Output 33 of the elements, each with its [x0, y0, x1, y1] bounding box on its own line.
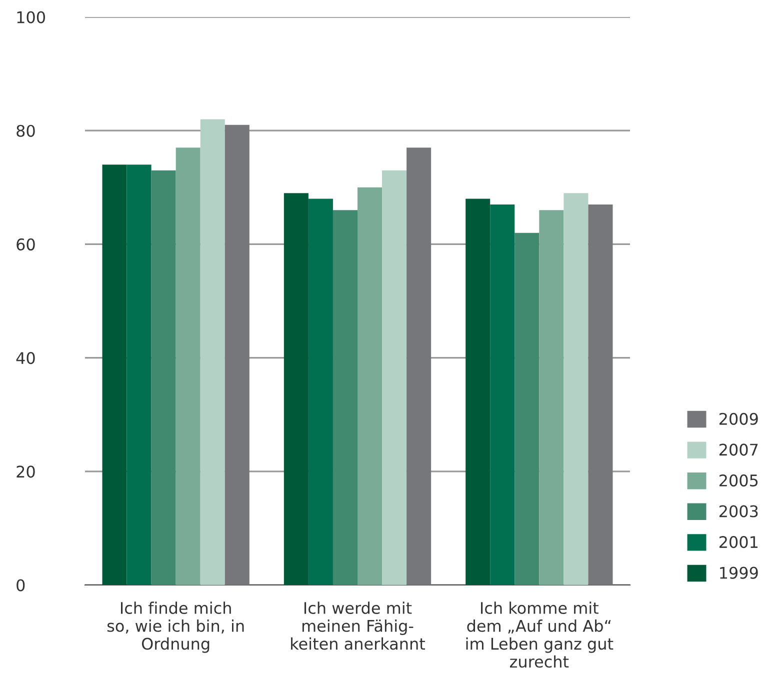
bar: [126, 164, 152, 585]
bar: [382, 170, 407, 585]
y-tick-label: 100: [17, 11, 45, 24]
x-tick-label: Ich werde mit meinen Fähig- keiten anerkannt: [291, 602, 426, 650]
x-tick-label: Ich finde mich so, wie ich bin, in Ordnung: [107, 602, 244, 653]
legend-label: 2003: [719, 505, 758, 518]
bar: [564, 193, 588, 585]
bar: [176, 148, 200, 585]
bar: [539, 210, 564, 585]
y-tick-label: 20: [16, 466, 35, 478]
bar: [332, 210, 358, 585]
y-tick-label: 40: [16, 352, 35, 364]
y-tick-label: 80: [16, 124, 35, 137]
legend-label: 1999: [720, 566, 758, 579]
bar: [284, 193, 308, 585]
bar: [490, 204, 515, 585]
legend-label: 2009: [719, 412, 758, 425]
bar: [514, 232, 540, 585]
bar: [358, 187, 382, 585]
bar: [200, 119, 225, 585]
y-tick-label: 60: [16, 238, 35, 250]
bar: [466, 198, 490, 585]
bar: [151, 170, 176, 585]
bar: [102, 164, 127, 585]
legend-label: 2001: [719, 536, 758, 548]
bar: [308, 198, 333, 585]
bar: [224, 124, 250, 585]
legend-label: 2005: [719, 474, 758, 487]
bar: [588, 204, 613, 585]
bar: [406, 148, 432, 585]
x-tick-label: Ich komme mit dem „Auf und Ab“ im Leben ganz gut zurecht: [466, 602, 614, 668]
y-tick-label: 0: [16, 579, 25, 592]
legend-label: 2007: [719, 444, 758, 456]
